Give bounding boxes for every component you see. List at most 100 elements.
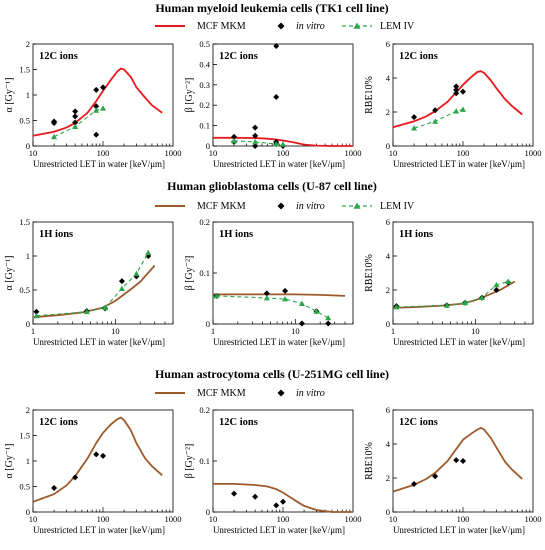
data-point-invitro	[252, 132, 259, 139]
panel-label: 1H ions	[219, 229, 253, 240]
y-tick-label: 0	[26, 141, 30, 151]
data-point-lem	[313, 308, 320, 314]
y-tick-label: 2	[386, 473, 390, 483]
plot-frame	[32, 221, 174, 325]
data-point-lem	[133, 270, 140, 277]
data-point-invitro	[493, 287, 500, 293]
y-tick-label: 4	[386, 439, 391, 449]
y-tick-label: 1	[26, 90, 30, 100]
y-tick-label: 2	[26, 39, 30, 49]
data-point-invitro	[432, 473, 439, 480]
x-tick-label: 10	[111, 326, 120, 336]
data-point-lem	[252, 138, 259, 145]
series-line-lem	[413, 108, 464, 129]
x-tick-label: 10	[209, 148, 218, 158]
section-3: Human astrocytoma cells (U-251MG cell li…	[4, 367, 542, 535]
data-point-lem	[33, 312, 40, 319]
x-axis-label: Unrestricted LET in water [keV/μm]	[213, 159, 345, 169]
panel-label: 12C ions	[39, 51, 78, 62]
data-point-lem	[393, 304, 400, 310]
x-tick-label: 1	[211, 326, 215, 336]
data-point-invitro	[273, 94, 280, 101]
data-point-lem	[102, 304, 109, 311]
y-axis-label: α [Gy⁻¹]	[4, 444, 15, 479]
data-point-invitro	[282, 287, 289, 294]
data-point-lem	[505, 278, 512, 284]
y-tick-label: 1.5	[19, 65, 30, 75]
x-tick-label: 10	[291, 326, 300, 336]
y-axis-label: β [Gy⁻²]	[184, 78, 195, 113]
legend-marker-invitro	[277, 389, 285, 397]
series-line-mkm	[392, 426, 523, 493]
data-point-invitro	[453, 90, 460, 97]
legend-label-invitro: in vitro	[296, 201, 325, 212]
x-tick-label: 1000	[525, 148, 542, 158]
data-point-lem	[72, 123, 79, 130]
data-point-invitro	[231, 490, 238, 497]
data-point-invitro	[33, 308, 40, 315]
y-tick-label: 6	[386, 39, 390, 49]
section-title: Human glioblastoma cells (U-87 cell line…	[167, 179, 377, 193]
series-line-mkm	[32, 416, 163, 503]
x-tick-label: 1000	[525, 514, 542, 524]
series-line-lem	[396, 280, 509, 308]
y-tick-label: 1	[26, 456, 30, 466]
data-point-invitro	[252, 124, 259, 131]
y-axis-label: RBE10%	[364, 442, 375, 480]
x-tick-label: 1000	[345, 514, 362, 524]
x-axis-label: Unrestricted LET in water [keV/μm]	[393, 525, 525, 535]
data-point-invitro	[93, 131, 100, 138]
y-tick-label: 6	[386, 405, 390, 415]
legend-label-invitro: in vitro	[296, 388, 325, 399]
data-point-invitro	[273, 502, 280, 509]
data-point-lem	[118, 285, 125, 292]
data-point-invitro	[51, 118, 58, 125]
data-point-lem	[298, 300, 305, 306]
data-point-lem	[263, 294, 270, 301]
data-point-invitro	[100, 452, 106, 459]
x-axis-label: Unrestricted LET in water [keV/μm]	[213, 525, 345, 535]
section-1: Human myeloid leukemia cells (TK1 cell l…	[4, 1, 542, 169]
y-tick-label: 0	[386, 507, 390, 517]
data-point-lem	[462, 299, 469, 306]
x-tick-label: 100	[457, 514, 470, 524]
data-point-lem	[273, 140, 280, 147]
legend-marker-lem	[353, 202, 361, 209]
data-point-lem	[145, 249, 152, 255]
y-tick-label: 0.1	[199, 268, 210, 278]
y-tick-label: 0	[26, 507, 30, 517]
section-2: Human glioblastoma cells (U-87 cell line…	[4, 179, 534, 347]
legend-label-lem: LEM IV	[380, 21, 415, 32]
y-tick-label: 2	[26, 405, 30, 415]
data-point-invitro	[72, 119, 79, 126]
panel-label: 1H ions	[399, 229, 433, 240]
y-tick-label: 6	[386, 217, 390, 227]
data-point-lem	[493, 281, 500, 288]
x-tick-label: 100	[277, 148, 290, 158]
legend: MCF MKM in vitro LEM IV	[155, 201, 415, 212]
legend: MCF MKM in vitro	[155, 388, 325, 399]
series-line-mkm	[213, 293, 346, 297]
legend: MCF MKM in vitro LEM IV	[155, 21, 415, 32]
x-tick-label: 10	[389, 514, 398, 524]
y-tick-label: 0.5	[19, 285, 30, 295]
y-tick-label: 0.3	[199, 80, 210, 90]
y-tick-label: 0	[386, 141, 390, 151]
data-point-invitro	[118, 278, 125, 285]
data-point-invitro	[93, 451, 100, 458]
data-point-lem	[325, 314, 332, 321]
x-tick-label: 1000	[345, 148, 362, 158]
data-point-invitro	[298, 320, 305, 327]
series-line-mkm	[213, 482, 353, 513]
data-point-invitro	[280, 498, 286, 505]
y-tick-label: 0.2	[199, 405, 210, 415]
series-line-lem	[36, 252, 149, 317]
x-tick-label: 10	[389, 148, 398, 158]
section-title: Human astrocytoma cells (U-251MG cell li…	[155, 367, 389, 381]
data-point-invitro	[325, 320, 332, 327]
y-axis-label: α [Gy⁻¹]	[4, 256, 15, 291]
